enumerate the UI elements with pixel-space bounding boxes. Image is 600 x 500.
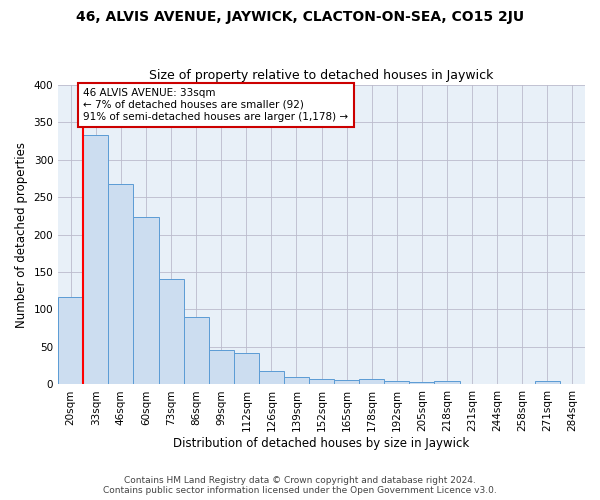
Bar [158,278,184,384]
Bar [535,380,560,384]
Y-axis label: Number of detached properties: Number of detached properties [15,142,28,328]
Bar [109,184,133,384]
Bar [359,379,385,384]
Bar [58,296,83,384]
Bar [309,379,334,384]
Bar [83,135,109,384]
Text: 46 ALVIS AVENUE: 33sqm
← 7% of detached houses are smaller (92)
91% of semi-deta: 46 ALVIS AVENUE: 33sqm ← 7% of detached … [83,88,349,122]
Title: Size of property relative to detached houses in Jaywick: Size of property relative to detached ho… [149,69,494,82]
Bar [259,371,284,384]
Text: 46, ALVIS AVENUE, JAYWICK, CLACTON-ON-SEA, CO15 2JU: 46, ALVIS AVENUE, JAYWICK, CLACTON-ON-SE… [76,10,524,24]
X-axis label: Distribution of detached houses by size in Jaywick: Distribution of detached houses by size … [173,437,470,450]
Bar [284,377,309,384]
Bar [334,380,359,384]
Bar [409,382,434,384]
Bar [385,382,409,384]
Bar [234,353,259,384]
Bar [133,216,158,384]
Bar [184,317,209,384]
Bar [209,350,234,384]
Bar [434,380,460,384]
Text: Contains HM Land Registry data © Crown copyright and database right 2024.
Contai: Contains HM Land Registry data © Crown c… [103,476,497,495]
